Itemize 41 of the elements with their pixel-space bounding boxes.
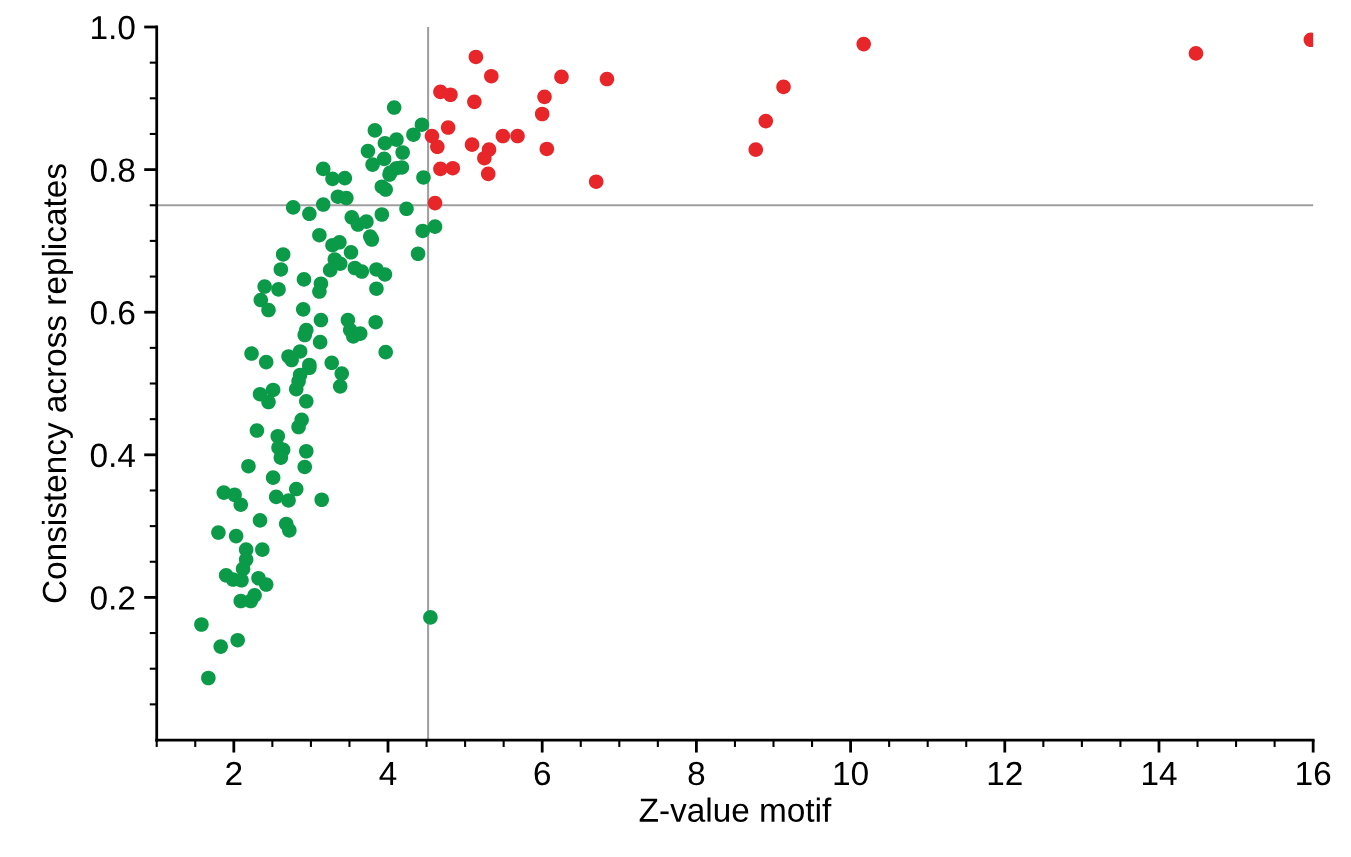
- x-axis-title: Z-value motif: [639, 797, 832, 822]
- point: [464, 137, 480, 152]
- point: [554, 69, 569, 85]
- point: [445, 160, 461, 176]
- point: [776, 79, 791, 95]
- point: [468, 49, 484, 65]
- point: [484, 68, 499, 84]
- point: [748, 142, 764, 157]
- point: [588, 174, 604, 190]
- point: [758, 113, 774, 129]
- x-tick-label: 14: [1142, 762, 1177, 786]
- x-tick-label: 4: [379, 762, 397, 786]
- point: [495, 128, 511, 144]
- y-tick-label: 0.2: [90, 586, 135, 610]
- y-tick-label: 0.8: [90, 158, 135, 183]
- x-tick-label: 2: [226, 761, 242, 786]
- point: [537, 89, 552, 105]
- point: [440, 120, 456, 135]
- point: [480, 166, 496, 182]
- y-tick-label: 0.6: [90, 301, 135, 325]
- x-tick-label: 10: [834, 761, 868, 786]
- point: [427, 195, 443, 211]
- y-tick-label: 0.4: [90, 443, 135, 468]
- point: [539, 141, 555, 157]
- point: [1188, 46, 1204, 61]
- y-axis-title: Consistency across replicates: [41, 164, 73, 603]
- y-tick-label: 1.0: [92, 15, 135, 40]
- point: [477, 150, 492, 166]
- point: [510, 128, 525, 144]
- point: [467, 94, 482, 110]
- point: [443, 87, 458, 103]
- x-tick-label: 6: [534, 761, 551, 786]
- x-tick-label: 8: [688, 761, 705, 786]
- x-tick-label: 12: [988, 761, 1022, 786]
- point: [430, 139, 445, 155]
- point: [534, 106, 550, 122]
- point: [599, 71, 615, 87]
- point: [424, 128, 440, 144]
- point: [433, 161, 448, 177]
- point: [856, 36, 871, 52]
- x-tick-label: 16: [1297, 761, 1331, 786]
